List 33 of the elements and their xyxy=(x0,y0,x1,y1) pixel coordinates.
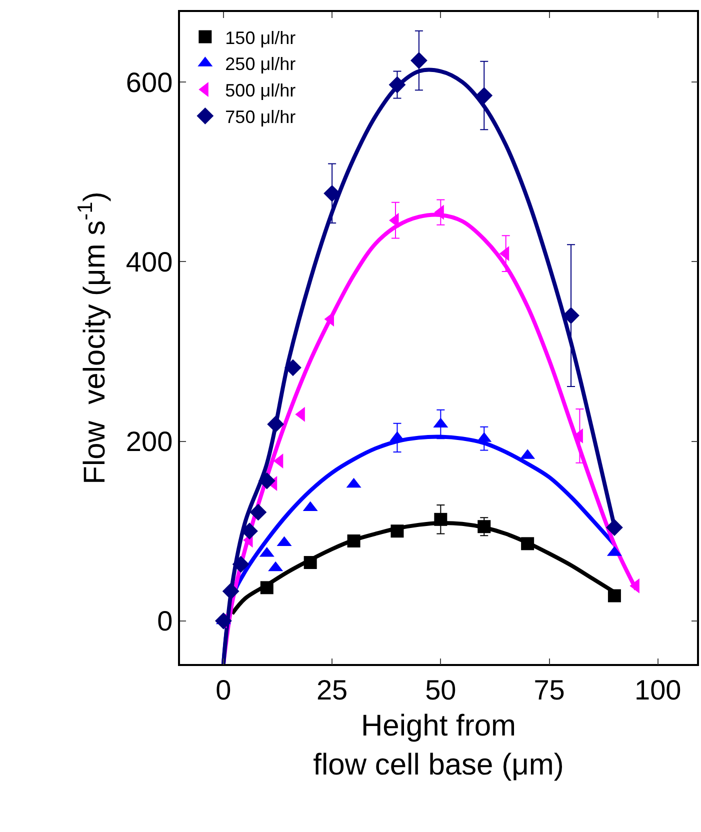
point xyxy=(258,472,276,490)
legend-label: 250 μl/hr xyxy=(225,54,296,74)
legend-label: 500 μl/hr xyxy=(225,80,296,101)
point xyxy=(388,76,406,94)
point xyxy=(260,581,274,594)
point xyxy=(304,556,317,570)
legend-label: 150 μl/hr xyxy=(225,28,296,48)
y-tick-label: 400 xyxy=(126,246,173,278)
point xyxy=(215,612,232,630)
point xyxy=(347,534,360,548)
point xyxy=(284,359,302,376)
y-tick-label: 200 xyxy=(126,426,173,458)
point xyxy=(390,524,404,538)
x-axis-title: Height from flow cell base (μm) xyxy=(313,709,564,782)
x-tick-label: 50 xyxy=(425,674,456,706)
y-tick-label: 600 xyxy=(126,66,173,98)
x-tick-label: 0 xyxy=(216,674,232,706)
point xyxy=(434,512,448,526)
point xyxy=(476,87,493,104)
point xyxy=(606,519,623,536)
point xyxy=(608,589,621,602)
point xyxy=(232,556,250,573)
x-tick-label: 75 xyxy=(534,674,565,706)
x-tick-label: 25 xyxy=(316,674,348,706)
point xyxy=(222,582,240,600)
y-tick-label: 0 xyxy=(157,606,173,637)
point xyxy=(478,520,491,534)
point xyxy=(410,52,428,69)
point xyxy=(250,504,267,521)
x-tick-label: 100 xyxy=(634,674,682,706)
legend-label: 750 μl/hr xyxy=(225,106,296,127)
point xyxy=(521,537,534,550)
point xyxy=(267,416,284,433)
